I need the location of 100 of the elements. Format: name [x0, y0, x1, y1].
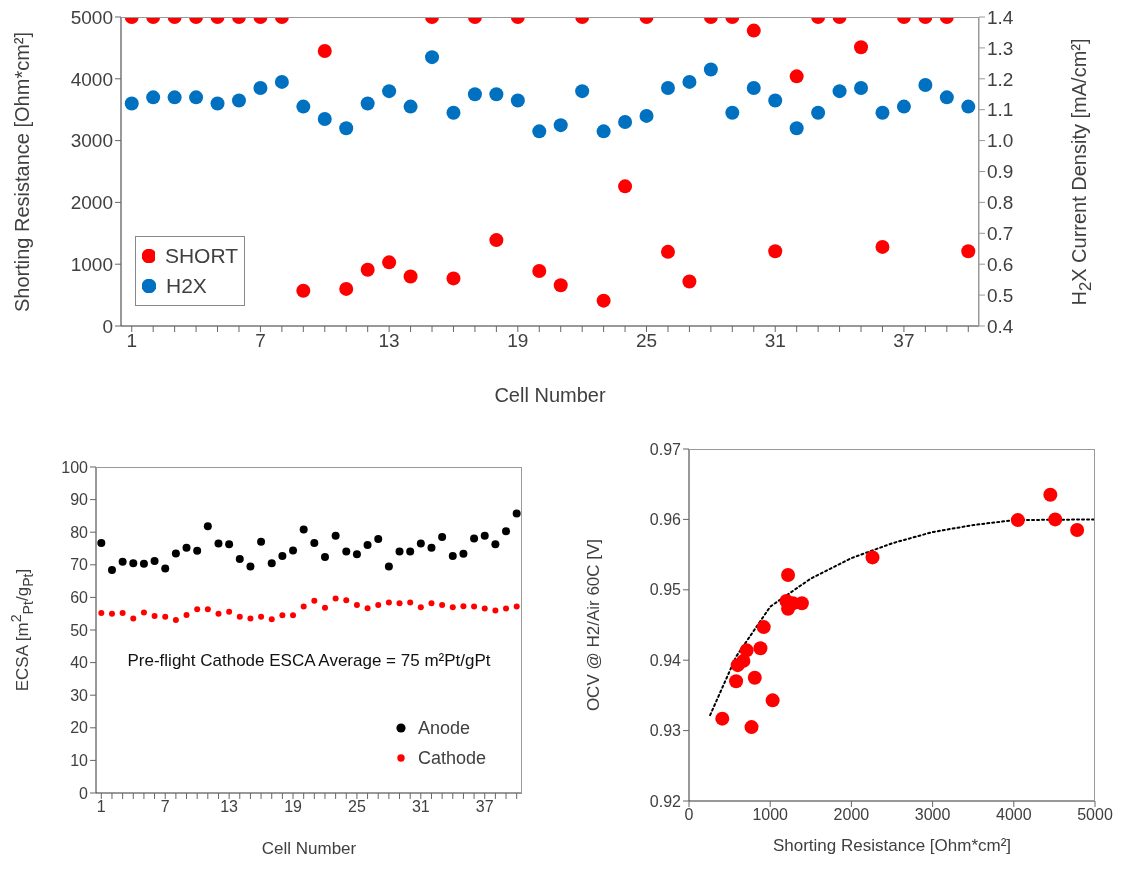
x-tick-label: 1000 — [752, 806, 789, 824]
point — [553, 118, 568, 133]
point — [310, 538, 319, 547]
y-tick-label: 0.97 — [649, 440, 682, 458]
x-tick-label: 25 — [348, 798, 366, 816]
x-tick-label: 31 — [764, 330, 786, 352]
point — [363, 540, 372, 549]
point — [489, 87, 504, 102]
point — [416, 539, 425, 548]
point — [343, 597, 350, 604]
point — [267, 559, 276, 568]
point — [596, 124, 611, 139]
point — [395, 547, 404, 556]
y-tick-label: 0 — [102, 315, 113, 337]
point — [321, 604, 328, 611]
point — [425, 50, 440, 65]
y2-tick-label: 1.0 — [987, 130, 1014, 152]
point — [747, 670, 762, 685]
point — [161, 564, 170, 573]
point — [502, 527, 511, 536]
y2-tick-label: 0.9 — [987, 161, 1014, 183]
point — [210, 96, 225, 111]
point — [360, 262, 375, 277]
x-tick-label: 19 — [284, 798, 303, 816]
point — [296, 99, 311, 114]
x-tick-label: 13 — [220, 798, 239, 816]
legend-label: Cathode — [418, 747, 487, 770]
point — [1070, 522, 1085, 537]
point — [225, 540, 234, 549]
y-tick-label: 5000 — [70, 6, 113, 28]
point — [274, 74, 289, 89]
point — [317, 111, 332, 126]
point — [98, 610, 105, 617]
point — [129, 559, 138, 568]
point — [682, 74, 697, 89]
point — [257, 537, 266, 546]
x-axis-title: Shorting Resistance [Ohm*cm²] — [771, 836, 1013, 856]
point — [460, 603, 467, 610]
point — [768, 244, 783, 259]
point — [725, 105, 740, 120]
point — [278, 552, 287, 560]
y-tick-label: 80 — [70, 523, 89, 541]
y2-tick-label: 1.3 — [987, 37, 1014, 59]
point — [150, 556, 159, 565]
point — [215, 610, 222, 617]
point — [331, 531, 340, 540]
point — [268, 616, 275, 623]
y2-tick-label: 1.1 — [987, 99, 1014, 121]
point — [491, 540, 500, 549]
point — [296, 283, 311, 298]
point — [382, 84, 397, 99]
point — [961, 244, 976, 259]
point — [247, 615, 254, 622]
point — [375, 601, 382, 608]
x-tick-label: 25 — [635, 330, 658, 352]
point — [214, 539, 223, 548]
point — [513, 603, 520, 610]
y-tick-label: 3000 — [70, 130, 113, 152]
y-tick-label: 0.93 — [649, 722, 682, 740]
y-tick-label: 20 — [70, 719, 89, 737]
x-tick-label: 0 — [684, 806, 694, 824]
point — [744, 720, 759, 735]
y-tick-label: 2000 — [70, 192, 113, 214]
y-axis-title: OCV @ H2/Air 60C [V] — [584, 538, 604, 712]
x-tick-label: 37 — [475, 798, 494, 816]
point — [226, 608, 233, 615]
point — [875, 239, 890, 254]
point — [406, 547, 415, 556]
y-tick-label: 40 — [70, 654, 89, 672]
point — [231, 93, 246, 108]
point — [459, 549, 468, 558]
x-tick-label: 19 — [507, 330, 529, 352]
point — [360, 96, 375, 111]
point — [300, 603, 307, 610]
point — [446, 105, 461, 120]
point — [203, 522, 212, 531]
point — [236, 613, 243, 620]
point — [480, 531, 489, 540]
point — [130, 615, 137, 622]
point — [124, 96, 139, 111]
y-tick-label: 30 — [70, 686, 89, 704]
point — [299, 525, 308, 534]
point — [107, 566, 116, 575]
point — [489, 233, 504, 248]
y2-tick-label: 0.7 — [987, 223, 1014, 245]
point — [765, 693, 780, 708]
point — [756, 620, 771, 635]
point — [384, 562, 393, 571]
point — [768, 93, 783, 108]
point — [193, 546, 202, 555]
point — [660, 81, 675, 96]
point — [253, 81, 268, 96]
point — [575, 84, 590, 99]
y-tick-label: 4000 — [70, 68, 113, 90]
y-axis-title: Shorting Resistance [Ohm*cm²] — [10, 31, 34, 312]
x-tick-label: 13 — [378, 330, 400, 352]
point — [503, 605, 510, 612]
point — [279, 612, 286, 619]
point — [739, 643, 754, 658]
point — [189, 90, 204, 105]
